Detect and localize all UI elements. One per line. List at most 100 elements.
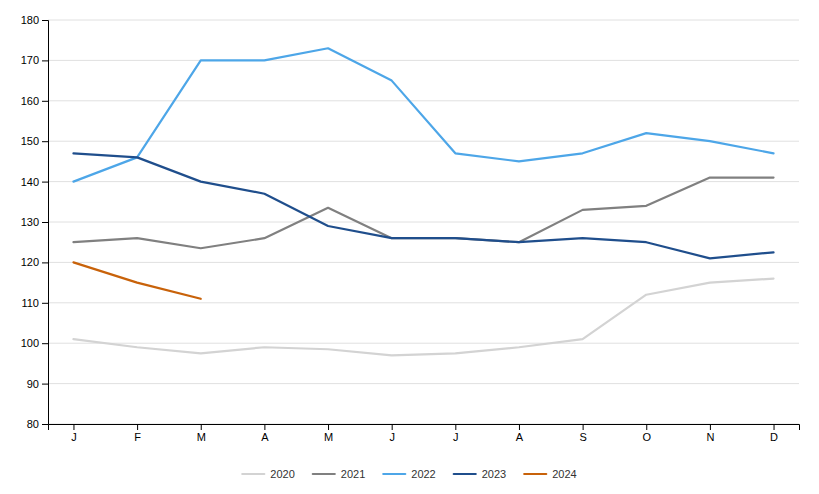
series-line <box>73 262 200 298</box>
x-tick: M <box>197 424 206 443</box>
legend-label: 2020 <box>270 468 294 480</box>
grid-line <box>48 181 799 182</box>
y-tick-mark <box>42 343 48 344</box>
legend-swatch <box>454 473 476 475</box>
y-tick-label: 160 <box>21 95 39 107</box>
grid-line <box>48 262 799 263</box>
x-tick-label: S <box>579 431 586 443</box>
x-tick-label: F <box>134 431 141 443</box>
grid-line <box>48 302 799 303</box>
y-tick-mark <box>42 262 48 263</box>
grid-line <box>48 383 799 384</box>
legend-swatch <box>383 473 405 475</box>
x-tick-mark <box>583 424 584 430</box>
x-tick-label: M <box>197 431 206 443</box>
x-tick: J <box>71 424 77 443</box>
y-tick: 130 <box>21 216 48 228</box>
y-tick-label: 130 <box>21 216 39 228</box>
y-tick-label: 110 <box>21 297 39 309</box>
series-line <box>73 48 773 181</box>
y-tick: 100 <box>21 337 48 349</box>
y-tick: 110 <box>21 297 48 309</box>
x-tick-label: J <box>389 431 395 443</box>
legend: 2020 2021 2022 2023 2024 <box>242 468 576 480</box>
series-line <box>73 153 773 258</box>
x-tick-mark <box>264 424 265 430</box>
x-tick-mark <box>201 424 202 430</box>
y-tick-label: 170 <box>21 54 39 66</box>
series-line <box>73 279 773 356</box>
x-tick-mark <box>328 424 329 430</box>
grid <box>48 20 799 424</box>
y-tick-mark <box>42 141 48 142</box>
y-tick-label: 120 <box>21 256 39 268</box>
x-tick-mark <box>710 424 711 430</box>
x-tick: N <box>706 424 714 443</box>
x-tick-label: M <box>324 431 333 443</box>
y-tick-label: 140 <box>21 176 39 188</box>
chart-container: 80 90 100 110 120 130 140 150 160 170 180 J F M A M J J A S… <box>0 0 819 494</box>
x-tick-label: A <box>261 431 269 443</box>
legend-swatch <box>313 473 335 475</box>
x-tick: A <box>261 424 269 443</box>
x-tick-label: D <box>770 431 778 443</box>
y-tick: 170 <box>21 54 48 66</box>
legend-item: 2024 <box>524 468 576 480</box>
x-axis: JFMAMJJASOND <box>49 424 800 443</box>
x-axis-line <box>49 425 800 431</box>
grid-line <box>48 60 799 61</box>
y-tick-mark <box>42 20 48 21</box>
x-tick-mark <box>519 424 520 430</box>
y-tick: 120 <box>21 256 48 268</box>
x-tick-label: N <box>706 431 714 443</box>
y-axis: 80 90 100 110 120 130 140 150 160 170 180 <box>21 14 49 430</box>
grid-line <box>48 141 799 142</box>
x-tick: F <box>134 424 141 443</box>
x-tick-label: J <box>453 431 459 443</box>
y-tick: 140 <box>21 176 48 188</box>
legend-label: 2022 <box>411 468 435 480</box>
legend-label: 2021 <box>341 468 365 480</box>
grid-line <box>48 20 799 21</box>
grid-line <box>48 343 799 344</box>
x-tick-label: O <box>642 431 651 443</box>
y-tick-label: 180 <box>21 14 39 26</box>
plot-area: 80 90 100 110 120 130 140 150 160 170 180 J F M A M J J A S… <box>21 14 800 443</box>
x-tick: J <box>389 424 395 443</box>
grid-line <box>48 100 799 101</box>
legend-label: 2024 <box>552 468 576 480</box>
y-tick-label: 150 <box>21 135 39 147</box>
x-tick-mark <box>774 424 775 430</box>
x-tick-mark <box>73 424 74 430</box>
x-tick: A <box>516 424 524 443</box>
y-tick-mark <box>42 60 48 61</box>
legend-item: 2021 <box>313 468 365 480</box>
y-tick-label: 80 <box>27 418 39 430</box>
x-tick-label: A <box>516 431 524 443</box>
legend-item: 2020 <box>242 468 294 480</box>
x-tick: O <box>642 424 651 443</box>
y-tick-label: 100 <box>21 337 39 349</box>
y-tick: 150 <box>21 135 48 147</box>
y-tick: 160 <box>21 95 48 107</box>
y-tick-mark <box>42 303 48 304</box>
x-tick-mark <box>455 424 456 430</box>
legend-swatch <box>524 473 546 475</box>
y-tick-mark <box>42 182 48 183</box>
x-tick-mark <box>392 424 393 430</box>
chart: 80 90 100 110 120 130 140 150 160 170 180 J F M A M J J A S… <box>0 0 819 494</box>
y-tick-label: 90 <box>27 378 39 390</box>
legend-swatch <box>242 473 264 475</box>
x-tick-mark <box>137 424 138 430</box>
x-tick-mark <box>646 424 647 430</box>
y-tick: 180 <box>21 14 48 26</box>
y-tick: 80 <box>27 418 48 430</box>
legend-item: 2023 <box>454 468 506 480</box>
grid-line <box>48 222 799 223</box>
legend-label: 2023 <box>482 468 506 480</box>
x-tick: D <box>770 424 778 443</box>
y-axis-line <box>42 21 49 425</box>
x-tick: M <box>324 424 333 443</box>
y-tick-mark <box>42 424 48 425</box>
x-tick-label: J <box>71 431 77 443</box>
